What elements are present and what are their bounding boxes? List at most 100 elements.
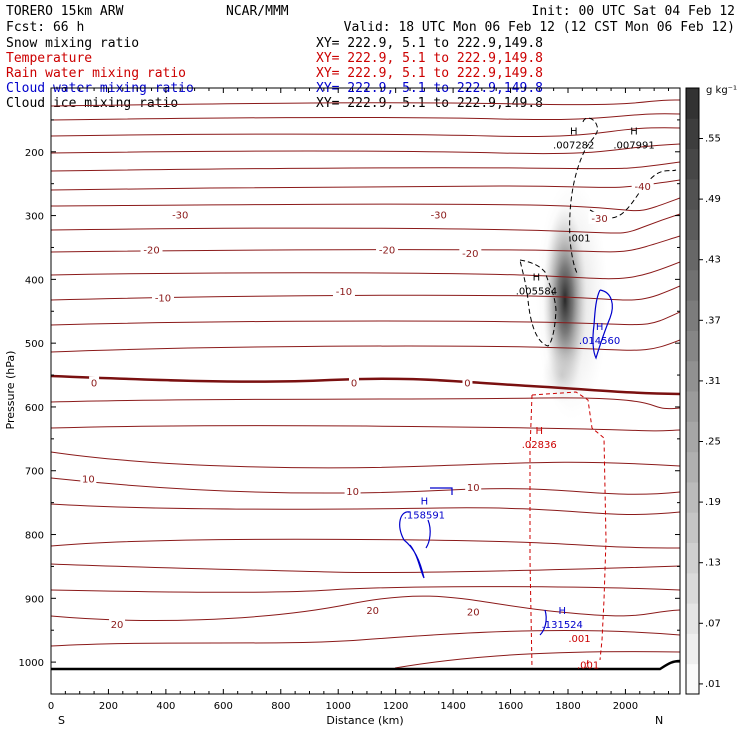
x-tick-label: 2000 — [613, 701, 638, 712]
legend-cloud-ice-xy: XY= 222.9, 5.1 to 222.9,149.8 — [316, 96, 543, 111]
snow-shading-lower — [542, 347, 582, 403]
x-tick-label: 0 — [48, 701, 54, 712]
colorbar-bin — [686, 603, 699, 634]
ground-line — [51, 659, 680, 671]
x-tick-label: 600 — [214, 701, 233, 712]
temperature-label: -10 — [336, 287, 352, 298]
isotherm — [51, 143, 680, 155]
isotherm — [51, 563, 680, 574]
temperature-label: -30 — [431, 211, 447, 222]
colorbar-label: .55 — [705, 134, 721, 145]
colorbar-frame — [685, 87, 700, 695]
temperature-label-bg — [459, 246, 482, 259]
temperature-label: 10 — [467, 483, 480, 494]
plot-frame — [50, 87, 681, 695]
colorbar-bin — [686, 269, 699, 301]
maximum-marker: H — [558, 606, 566, 617]
temperature-label-bg — [588, 211, 611, 224]
x-tick-label: 400 — [156, 701, 175, 712]
colorbar-label: .01 — [705, 679, 721, 690]
temperature-label-bg — [332, 285, 355, 298]
colorbar-label: .07 — [705, 618, 721, 629]
legend-temperature-name: Temperature — [6, 51, 92, 66]
plot-area: -30 -30 -30 -40 -20 -20 -20 -10 -10 0 0 0 10 10 10 20 20… — [51, 99, 680, 671]
colorbar-bin — [686, 481, 699, 513]
isotherm — [51, 99, 680, 107]
maximum-marker: H — [596, 322, 604, 333]
colorbar-units: g kg⁻¹ — [706, 85, 737, 96]
temperature-label-bg — [364, 604, 381, 617]
temperature-labels: -30 -30 -30 -40 -20 -20 -20 -10 -10 0 0 0 10 10 10 20 20… — [80, 179, 654, 631]
temperature-label-bg — [465, 605, 482, 618]
freezing-line — [51, 374, 680, 396]
maximum-marker: H — [630, 126, 638, 137]
rain-water-contours — [529, 391, 607, 669]
legend-snow-xy: XY= 222.9, 5.1 to 222.9,149.8 — [316, 36, 543, 51]
center-title: NCAR/MMM — [226, 4, 289, 19]
isotherm — [51, 397, 680, 410]
temperature-label-bg — [152, 291, 175, 304]
maximum-value: .007991 — [613, 140, 654, 151]
temperature-label: -20 — [462, 249, 478, 260]
colorbar-bin — [686, 451, 699, 483]
y-tick-label: 900 — [25, 594, 44, 605]
colorbar-label: .13 — [705, 558, 721, 569]
colorbar-label: .19 — [705, 497, 721, 508]
isotherm — [51, 113, 680, 121]
y-tick-label: 300 — [25, 212, 44, 223]
legend-cloud-ice-name: Cloud ice mixing ratio — [6, 96, 178, 111]
isotherm — [51, 127, 680, 137]
isotherm — [51, 503, 680, 515]
model-title: TORERO 15km ARW — [6, 4, 124, 19]
colorbar-bin — [686, 239, 699, 271]
isotherm — [51, 213, 680, 234]
isotherm — [51, 586, 680, 593]
maximum-marker: H — [535, 426, 543, 437]
maximum-marker: H — [533, 272, 541, 283]
temperature-label-bg — [462, 376, 473, 389]
legend-rain-name: Rain water mixing ratio — [6, 66, 186, 81]
temperature-label-bg — [140, 243, 163, 256]
temperature-label-bg — [344, 484, 361, 497]
x-end-right: N — [655, 714, 663, 727]
x-tick-label: 1400 — [440, 701, 465, 712]
temperature-label: -30 — [591, 214, 607, 225]
temperature-label: -40 — [634, 182, 650, 193]
colorbar-bin — [686, 572, 699, 604]
temperature-label-bg — [631, 179, 654, 192]
isotherm — [51, 339, 680, 353]
x-tick-label: 1800 — [555, 701, 580, 712]
colorbar-label: .43 — [705, 255, 721, 266]
colorbar-label: .25 — [705, 437, 721, 448]
maximum-value: .02836 — [522, 440, 557, 451]
y-axis-title: Pressure (hPa) — [4, 351, 17, 430]
isotherm — [51, 538, 680, 549]
temperature-label-bg — [349, 376, 360, 389]
y-tick-label: 700 — [25, 467, 44, 478]
legend-rain-xy: XY= 222.9, 5.1 to 222.9,149.8 — [316, 66, 543, 81]
maximum-marker: H — [570, 126, 578, 137]
valid-time: Valid: 18 UTC Mon 06 Feb 12 (12 CST Mon … — [344, 20, 735, 35]
isotherm — [51, 477, 680, 495]
maximum-value: .005584 — [516, 286, 557, 297]
colorbar-bin — [686, 118, 699, 150]
isotherm — [51, 197, 680, 212]
x-tick-label: 200 — [99, 701, 118, 712]
temperature-label-bg — [465, 480, 482, 493]
y-tick-label: 500 — [25, 339, 44, 350]
y-tick-label: 400 — [25, 275, 44, 286]
maximum-value: .014560 — [579, 336, 620, 347]
temperature-label-bg — [80, 472, 97, 485]
forecast-hour: Fcst: 66 h — [6, 20, 84, 35]
maximum-marker: H — [421, 496, 429, 507]
colorbar-label: .31 — [705, 376, 721, 387]
colorbar-bin — [686, 542, 699, 574]
temperature-label: 10 — [82, 475, 95, 486]
maximum-value: .001 — [568, 634, 590, 645]
temperature-label-bg — [376, 243, 399, 256]
y-tick-label: 800 — [25, 531, 44, 542]
isotherm — [51, 630, 680, 647]
cloud-water-contours — [399, 289, 613, 636]
